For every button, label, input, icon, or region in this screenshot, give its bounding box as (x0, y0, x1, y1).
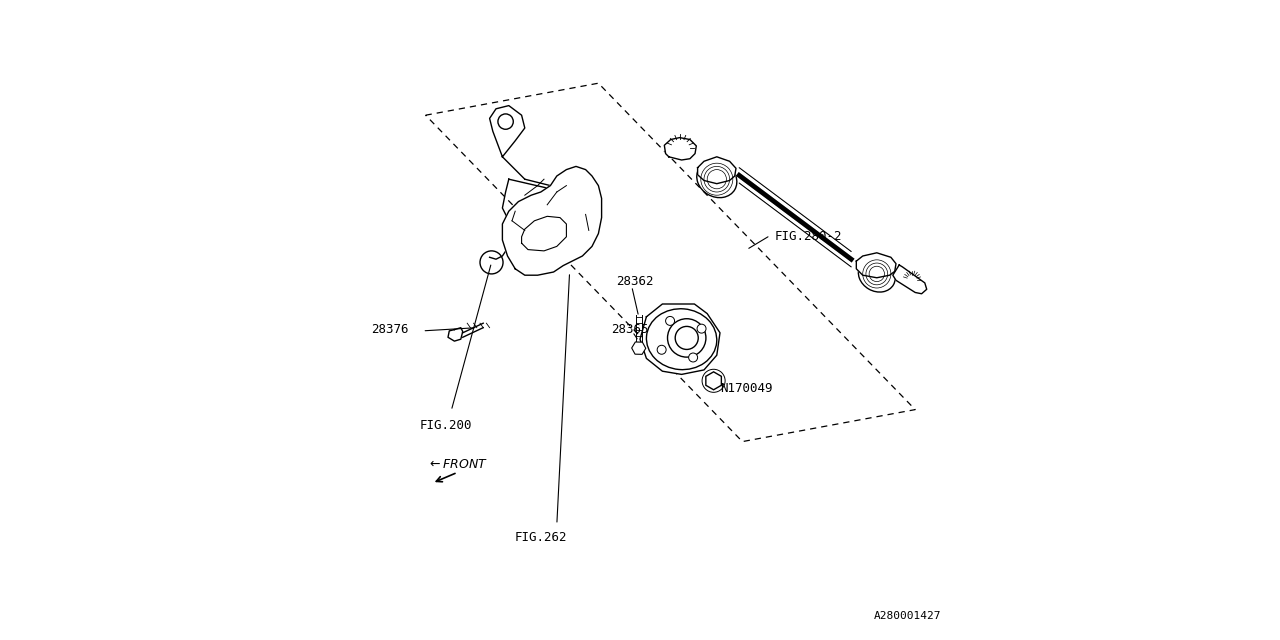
Text: A280001427: A280001427 (873, 611, 941, 621)
Polygon shape (698, 157, 736, 184)
Circle shape (668, 319, 707, 357)
Text: 28362: 28362 (617, 275, 654, 288)
Ellipse shape (859, 259, 895, 292)
Text: 28376: 28376 (371, 323, 408, 336)
Polygon shape (502, 166, 602, 275)
Circle shape (657, 346, 666, 355)
Ellipse shape (696, 161, 737, 198)
Ellipse shape (646, 308, 717, 370)
Text: FIG.280-2: FIG.280-2 (774, 230, 842, 243)
Circle shape (689, 353, 698, 362)
Text: FIG.262: FIG.262 (515, 531, 567, 544)
Circle shape (666, 316, 675, 325)
Text: N170049: N170049 (719, 382, 773, 396)
Polygon shape (664, 138, 696, 160)
Polygon shape (640, 304, 719, 374)
Polygon shape (856, 253, 896, 278)
Text: FIG.200: FIG.200 (420, 419, 472, 432)
Text: $\leftarrow$FRONT: $\leftarrow$FRONT (428, 458, 488, 472)
Text: 28365: 28365 (612, 323, 649, 336)
Polygon shape (893, 265, 927, 294)
Circle shape (698, 324, 707, 333)
